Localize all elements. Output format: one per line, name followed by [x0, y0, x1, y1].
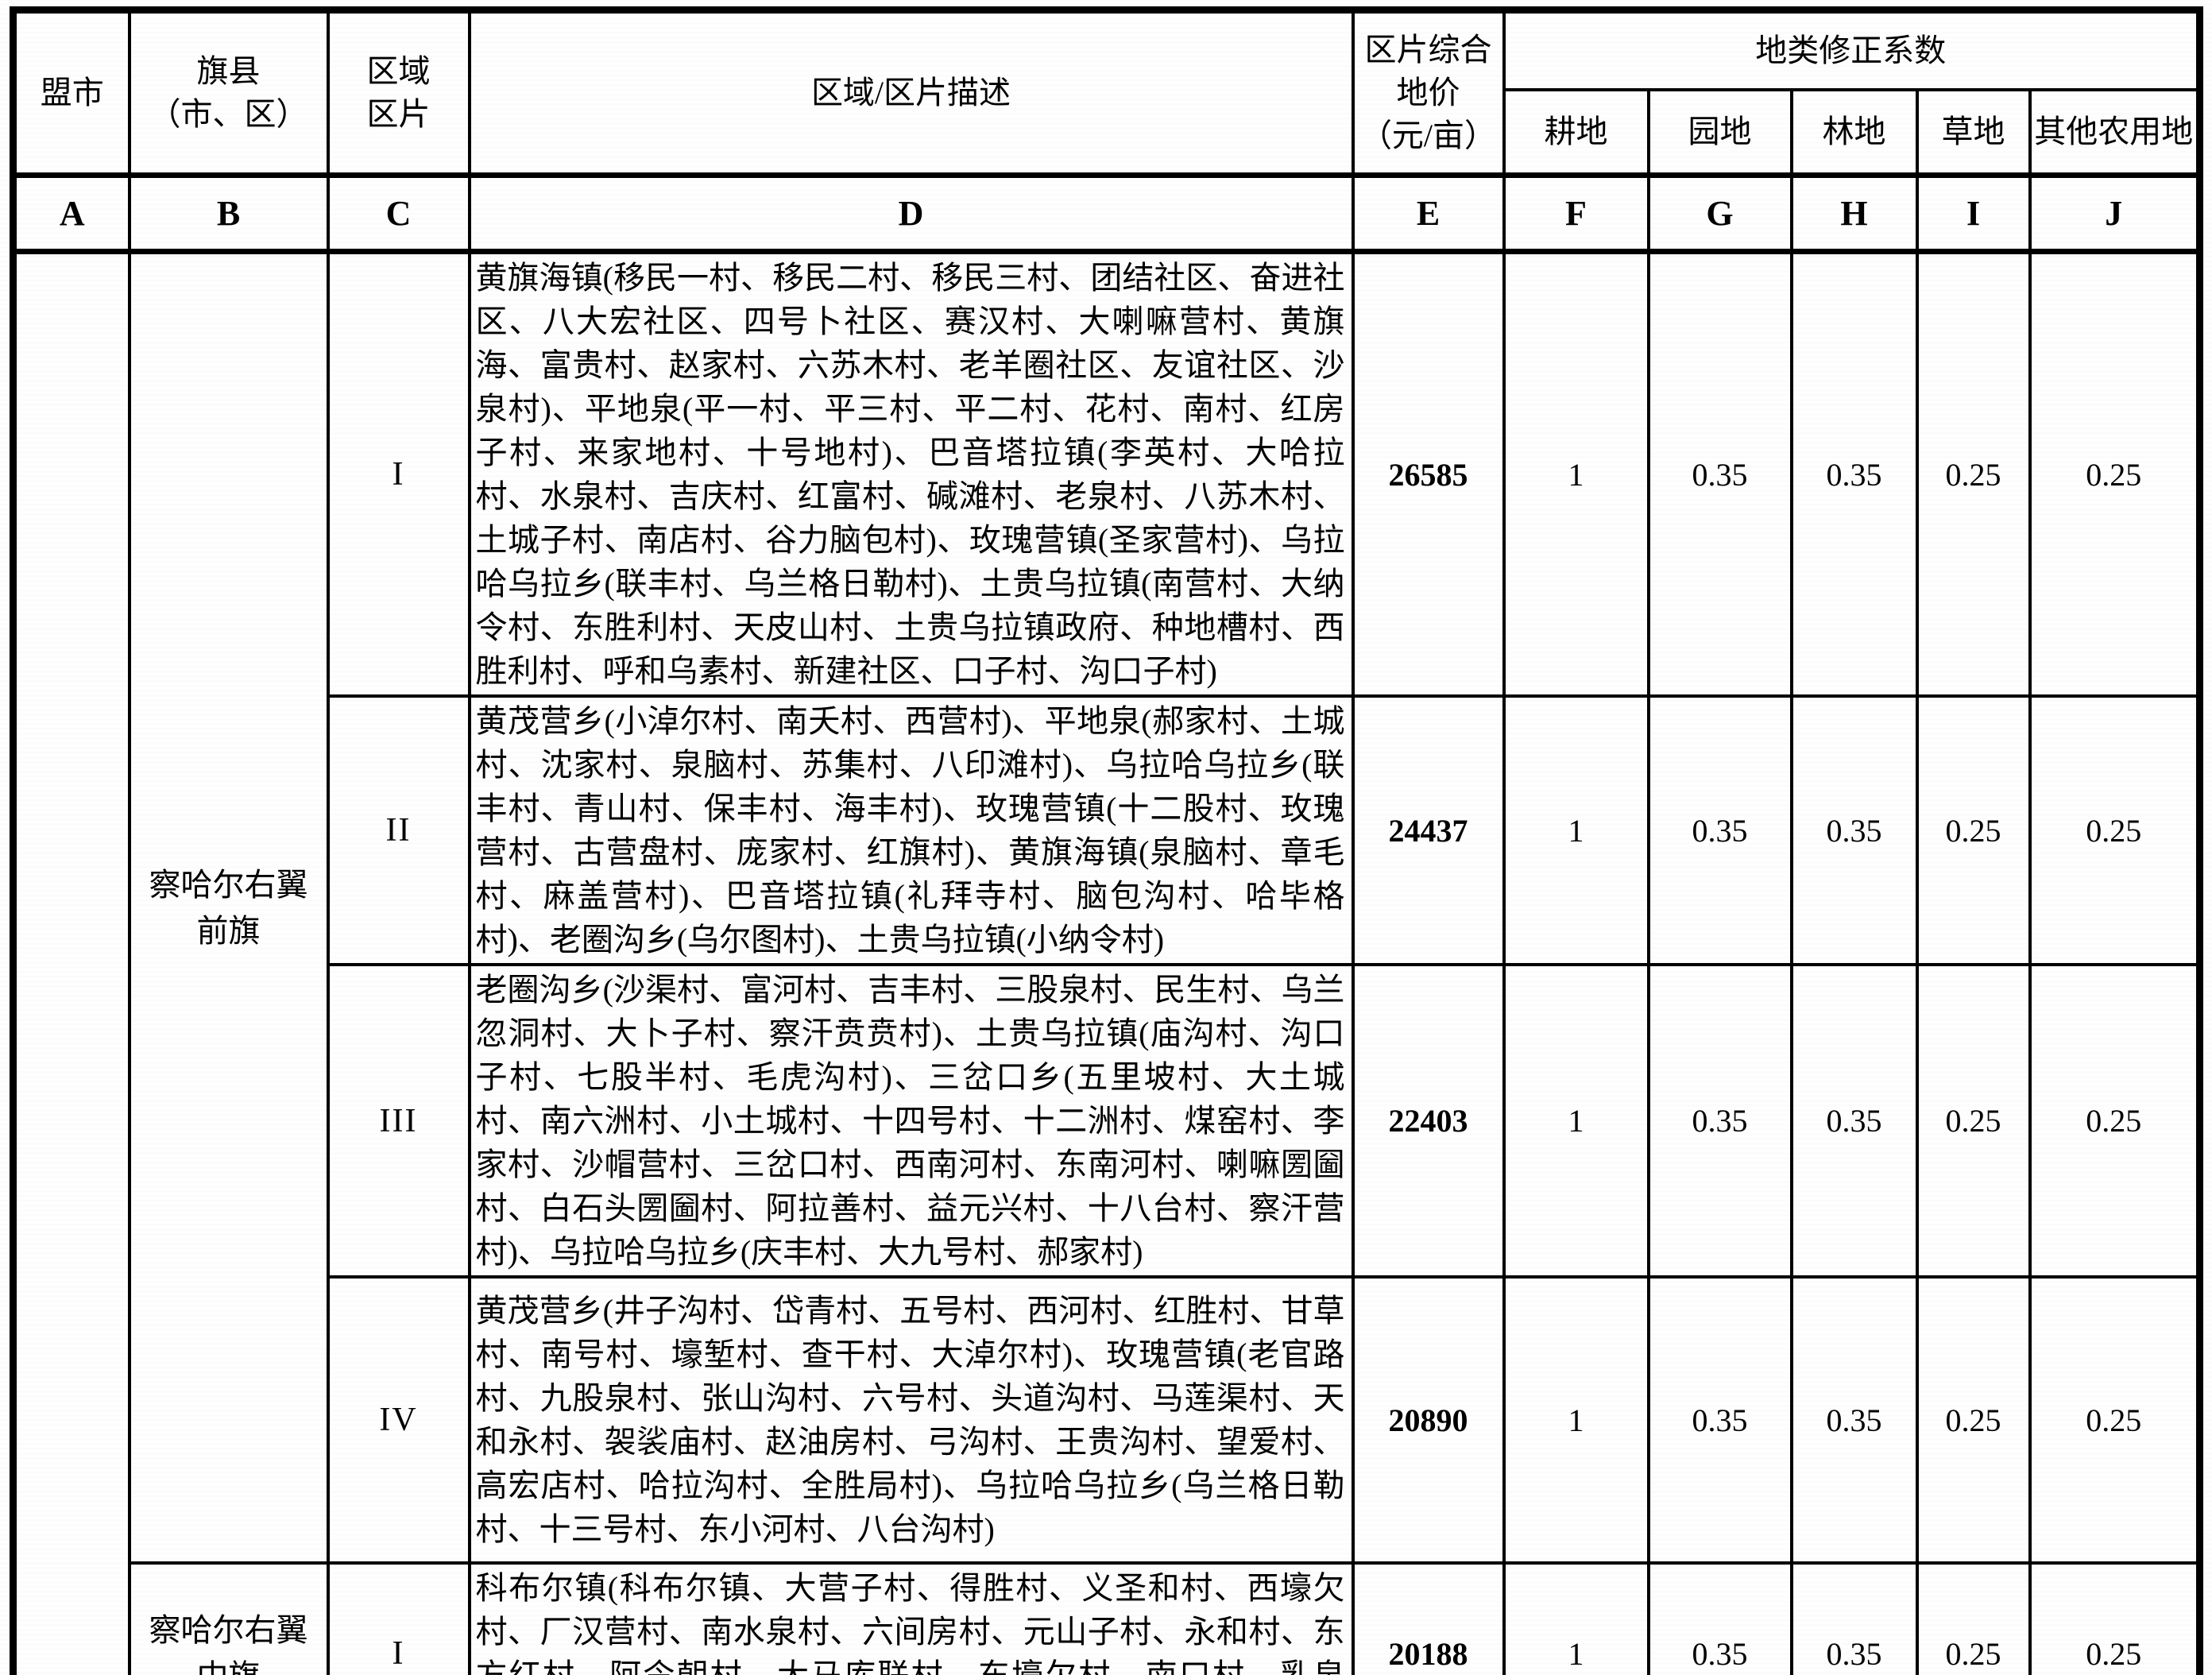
- column-letter-i: I: [1915, 172, 2032, 254]
- body-cell-zone-numeral: III: [326, 963, 471, 1278]
- body-cell-coef-forest: 0.35: [1789, 250, 1919, 698]
- column-letter-h: H: [1789, 172, 1919, 254]
- body-cell-coef-other: 0.25: [2028, 250, 2202, 698]
- column-letter-j: J: [2028, 172, 2202, 254]
- body-cell-coef-grass: 0.25: [1915, 963, 2032, 1278]
- body-cell-coef-grass: 0.25: [1915, 1275, 2032, 1565]
- body-cell-coef-grass: 0.25: [1915, 1561, 2032, 1675]
- body-cell-coef-cultivated: 1: [1502, 963, 1650, 1278]
- table-row: II 黄茂营乡(小淖尔村、南夭村、西营村)、平地泉(郝家村、土城村、沈家村、泉脑…: [14, 694, 2202, 966]
- body-cell-price: 22403: [1351, 963, 1506, 1278]
- header-cell-garden-land: 园地: [1646, 87, 1793, 177]
- header-cell-description: 区域/区片描述: [467, 8, 1355, 177]
- table-row: 察哈尔右翼前旗 I 黄旗海镇(移民一村、移民二村、移民三村、团结社区、奋进社区、…: [11, 250, 2202, 1675]
- body-cell-coef-garden: 0.35: [1646, 250, 1793, 698]
- body-cell-coef-cultivated: 1: [1502, 1561, 1650, 1675]
- body-cell-coef-cultivated: 1: [1502, 1275, 1650, 1565]
- body-cell-coef-other: 0.25: [2028, 1561, 2202, 1675]
- body-cell-county-zhongqi: 察哈尔右翼中旗: [127, 1561, 330, 1675]
- header-price-line1: 区片综合: [1364, 32, 1492, 68]
- table-row: III 老圈沟乡(沙渠村、富河村、吉丰村、三股泉村、民生村、乌兰忽洞村、大卜子村…: [14, 963, 2202, 1278]
- table-row: IV 黄茂营乡(井子沟村、岱青村、五号村、西河村、红胜村、甘草村、南号村、壕堑村…: [14, 1275, 2202, 1565]
- body-cell-coef-grass: 0.25: [1915, 694, 2032, 966]
- body-cell-description: 老圈沟乡(沙渠村、富河村、吉丰村、三股泉村、民生村、乌兰忽洞村、大卜子村、察汗贲…: [467, 963, 1355, 1278]
- header-zone-line2: 区片: [366, 96, 431, 132]
- body-cell-price: 26585: [1351, 250, 1506, 698]
- header-cell-cultivated-land: 耕地: [1502, 87, 1650, 177]
- body-cell-coef-forest: 0.35: [1789, 1275, 1919, 1565]
- body-cell-coef-garden: 0.35: [1646, 1561, 1793, 1675]
- header-row-sub: 耕地 园地 林地 草地 其他农用地: [14, 87, 2202, 177]
- body-cell-county-qianqi: 察哈尔右翼前旗: [127, 250, 330, 1565]
- body-cell-coef-other: 0.25: [2028, 694, 2202, 966]
- column-letters-row: A B C D E F G H I J: [11, 172, 2202, 254]
- body-cell-price: 20890: [1351, 1275, 1506, 1565]
- body-cell-coef-cultivated: 1: [1502, 250, 1650, 698]
- column-letter-d: D: [467, 172, 1355, 254]
- land-price-table: 盟市 旗县 （市、区） 区域 区片 区域/区片描述 区片综合 地价 （元/亩） …: [10, 6, 2204, 1675]
- body-cell-zone-numeral: I: [326, 1561, 471, 1675]
- body-cell-description: 黄旗海镇(移民一村、移民二村、移民三村、团结社区、奋进社区、八大宏社区、四号卜社…: [467, 250, 1355, 698]
- body-cell-coef-garden: 0.35: [1646, 1275, 1793, 1565]
- column-letter-f: F: [1502, 172, 1650, 254]
- body-cell-zone-numeral: I: [326, 250, 471, 698]
- column-letter-e: E: [1351, 172, 1506, 254]
- body-cell-price: 24437: [1351, 694, 1506, 966]
- header-cell-other-agricultural-land: 其他农用地: [2028, 87, 2202, 177]
- column-letter-b: B: [127, 172, 330, 254]
- header-banner-county-line1: 旗县: [196, 53, 261, 89]
- header-cell-grassland: 草地: [1915, 87, 2032, 177]
- body-cell-coef-garden: 0.35: [1646, 694, 1793, 966]
- header-banner-county-line2: （市、区）: [149, 96, 308, 132]
- body-cell-coef-grass: 0.25: [1915, 250, 2032, 698]
- body-cell-coef-other: 0.25: [2028, 1275, 2202, 1565]
- header-cell-forest-land: 林地: [1789, 87, 1919, 177]
- body-cell-coef-cultivated: 1: [1502, 694, 1650, 966]
- header-cell-league-city: 盟市: [11, 8, 131, 177]
- body-cell-coef-forest: 0.35: [1789, 963, 1919, 1278]
- header-description-label: 区域/区片描述: [810, 75, 1011, 110]
- body-cell-zone-numeral: IV: [326, 1275, 471, 1565]
- header-price-line2: 地价: [1396, 75, 1460, 110]
- body-cell-league-city: [11, 250, 131, 1675]
- column-letter-a: A: [11, 172, 131, 254]
- header-cell-coefficient-group: 地类修正系数: [1502, 8, 2202, 91]
- column-letter-g: G: [1646, 172, 1793, 254]
- header-row-top: 盟市 旗县 （市、区） 区域 区片 区域/区片描述 区片综合 地价 （元/亩） …: [11, 8, 2202, 177]
- body-cell-coef-forest: 0.35: [1789, 1561, 1919, 1675]
- header-cell-zone: 区域 区片: [326, 8, 471, 177]
- column-letter-c: C: [326, 172, 471, 254]
- body-cell-coef-forest: 0.35: [1789, 694, 1919, 966]
- header-price-line3: （元/亩）: [1359, 118, 1497, 153]
- body-cell-description: 黄茂营乡(小淖尔村、南夭村、西营村)、平地泉(郝家村、土城村、沈家村、泉脑村、苏…: [467, 694, 1355, 966]
- body-cell-coef-other: 0.25: [2028, 963, 2202, 1278]
- header-cell-banner-county: 旗县 （市、区）: [127, 8, 330, 177]
- header-zone-line1: 区域: [366, 53, 431, 89]
- body-cell-coef-garden: 0.35: [1646, 963, 1793, 1278]
- body-cell-description: 黄茂营乡(井子沟村、岱青村、五号村、西河村、红胜村、甘草村、南号村、壕堑村、查干…: [467, 1275, 1355, 1565]
- table-row: 察哈尔右翼中旗 I 科布尔镇(科布尔镇、大营子村、得胜村、义圣和村、西壕欠村、厂…: [14, 1561, 2202, 1675]
- body-cell-description: 科布尔镇(科布尔镇、大营子村、得胜村、义圣和村、西壕欠村、厂汉营村、南水泉村、六…: [467, 1561, 1355, 1675]
- header-cell-price: 区片综合 地价 （元/亩）: [1351, 8, 1506, 177]
- body-cell-zone-numeral: II: [326, 694, 471, 966]
- body-cell-price: 20188: [1351, 1561, 1506, 1675]
- header-league-city-label: 盟市: [40, 75, 104, 110]
